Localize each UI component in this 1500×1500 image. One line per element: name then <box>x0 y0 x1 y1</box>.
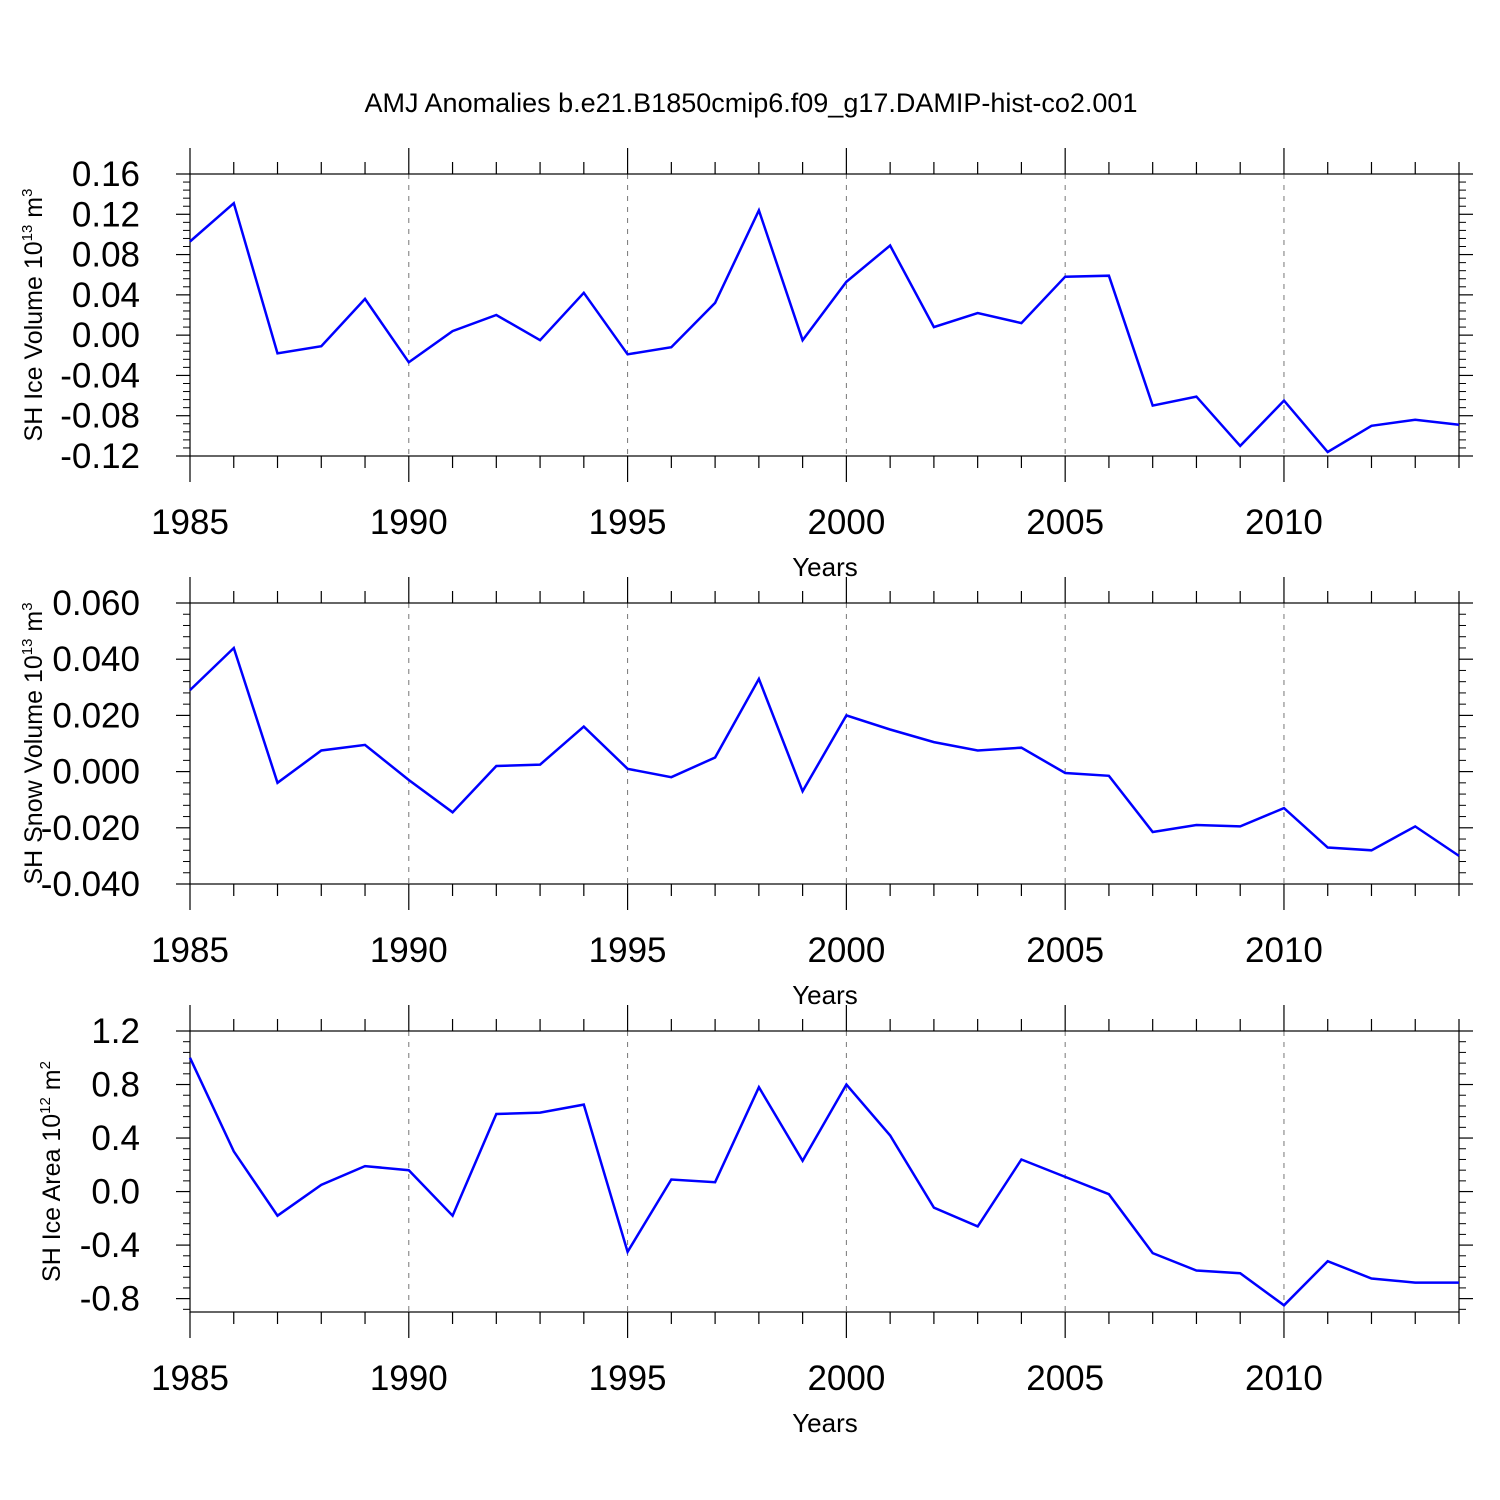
x-tick-label: 2010 <box>1245 503 1323 542</box>
panel-1: 1985 1990 1995 2000 2005 2010 Years -0.12-0.08-… <box>19 148 1473 582</box>
x-tick-label: 2000 <box>807 1359 885 1398</box>
y-axis-label-exponent: 13 <box>19 225 36 242</box>
y-tick-label: 0.0 <box>91 1173 140 1212</box>
x-tick-label: 1990 <box>370 1359 448 1398</box>
y-tick-label: -0.040 <box>41 865 140 904</box>
x-tick-label: 2010 <box>1245 931 1323 970</box>
y-axis-label-exponent: 13 <box>19 639 36 656</box>
y-axis-label-unit-exponent: 2 <box>37 1061 54 1069</box>
x-tick-label: 1995 <box>589 1359 667 1398</box>
x-tick-label: 2010 <box>1245 1359 1323 1398</box>
y-tick-label: 1.2 <box>91 1012 140 1051</box>
panel-2: 1985 1990 1995 2000 2005 2010 Years -0.040 -0.02… <box>19 577 1473 1010</box>
y-axis-label-unit-exponent: 3 <box>19 602 36 610</box>
y-tick-label: -0.04 <box>60 356 140 395</box>
x-tick-label: 1985 <box>151 931 229 970</box>
series-line <box>189 200 1460 454</box>
y-tick-label: -0.12 <box>60 437 140 476</box>
x-tick-label: 1990 <box>370 503 448 542</box>
x-tick-label: 2005 <box>1026 503 1104 542</box>
y-axis-label: SH Ice Area 1012 m2 <box>37 1061 66 1282</box>
y-tick-label: 0.000 <box>52 753 140 792</box>
y-tick-label: 0.060 <box>52 584 140 623</box>
y-axis-label-unit: m <box>20 611 48 639</box>
y-tick-label: 0.040 <box>52 640 140 679</box>
x-tick-label: 1990 <box>370 931 448 970</box>
panel-3: 1985 1990 1995 2000 2005 2010 Years -0.8 -0.4 0.0… <box>37 1005 1473 1438</box>
x-axis-label: Years <box>792 552 858 582</box>
plot-frame <box>189 173 1460 457</box>
plot-frame <box>189 602 1460 885</box>
series-line <box>189 645 1460 857</box>
y-axis-label: SH Ice Volume 1013 m3 <box>19 189 48 442</box>
y-axis-label-unit-exponent: 3 <box>19 189 36 197</box>
x-tick-label: 1985 <box>151 1359 229 1398</box>
y-tick-label: -0.08 <box>60 397 140 436</box>
y-tick-label: 0.4 <box>91 1119 140 1158</box>
x-tick-label: 2005 <box>1026 1359 1104 1398</box>
y-axis-label-text: SH Ice Area 10 <box>38 1114 66 1282</box>
x-tick-label: 2000 <box>807 503 885 542</box>
x-tick-label: 2005 <box>1026 931 1104 970</box>
series-line <box>188 1057 1459 1307</box>
y-tick-label: 0.020 <box>52 696 140 735</box>
y-tick-label: 0.04 <box>72 276 140 315</box>
x-axis-label: Years <box>792 1408 858 1438</box>
y-axis-label: SH Snow Volume 1013 m3 <box>19 602 48 884</box>
y-axis-label-exponent: 12 <box>37 1097 54 1114</box>
y-tick-label: 0.8 <box>91 1066 140 1105</box>
plots-group: 1985 1990 1995 2000 2005 2010Years-0.12-0.08-… <box>19 148 1473 1438</box>
figure-title: AMJ Anomalies b.e21.B1850cmip6.f09_g17.D… <box>365 88 1138 118</box>
plot-frame <box>189 1030 1460 1313</box>
y-tick-label: 0.00 <box>72 316 140 355</box>
x-axis-label: Years <box>792 980 858 1010</box>
y-tick-label: 0.16 <box>72 155 140 194</box>
y-tick-label: -0.020 <box>41 809 140 848</box>
y-axis-label-unit: m <box>20 197 48 225</box>
y-tick-label: 0.08 <box>72 236 140 275</box>
x-tick-label: 2000 <box>807 931 885 970</box>
y-tick-label: 0.12 <box>72 195 140 234</box>
x-tick-label: 1995 <box>589 503 667 542</box>
y-tick-label: -0.4 <box>80 1226 140 1265</box>
y-tick-label: -0.8 <box>80 1280 140 1319</box>
y-axis-label-unit: m <box>38 1069 66 1097</box>
x-tick-label: 1985 <box>151 503 229 542</box>
x-tick-label: 1995 <box>589 931 667 970</box>
y-axis-label-text: SH Ice Volume 10 <box>20 241 48 441</box>
y-axis-label-text: SH Snow Volume 10 <box>20 655 48 884</box>
